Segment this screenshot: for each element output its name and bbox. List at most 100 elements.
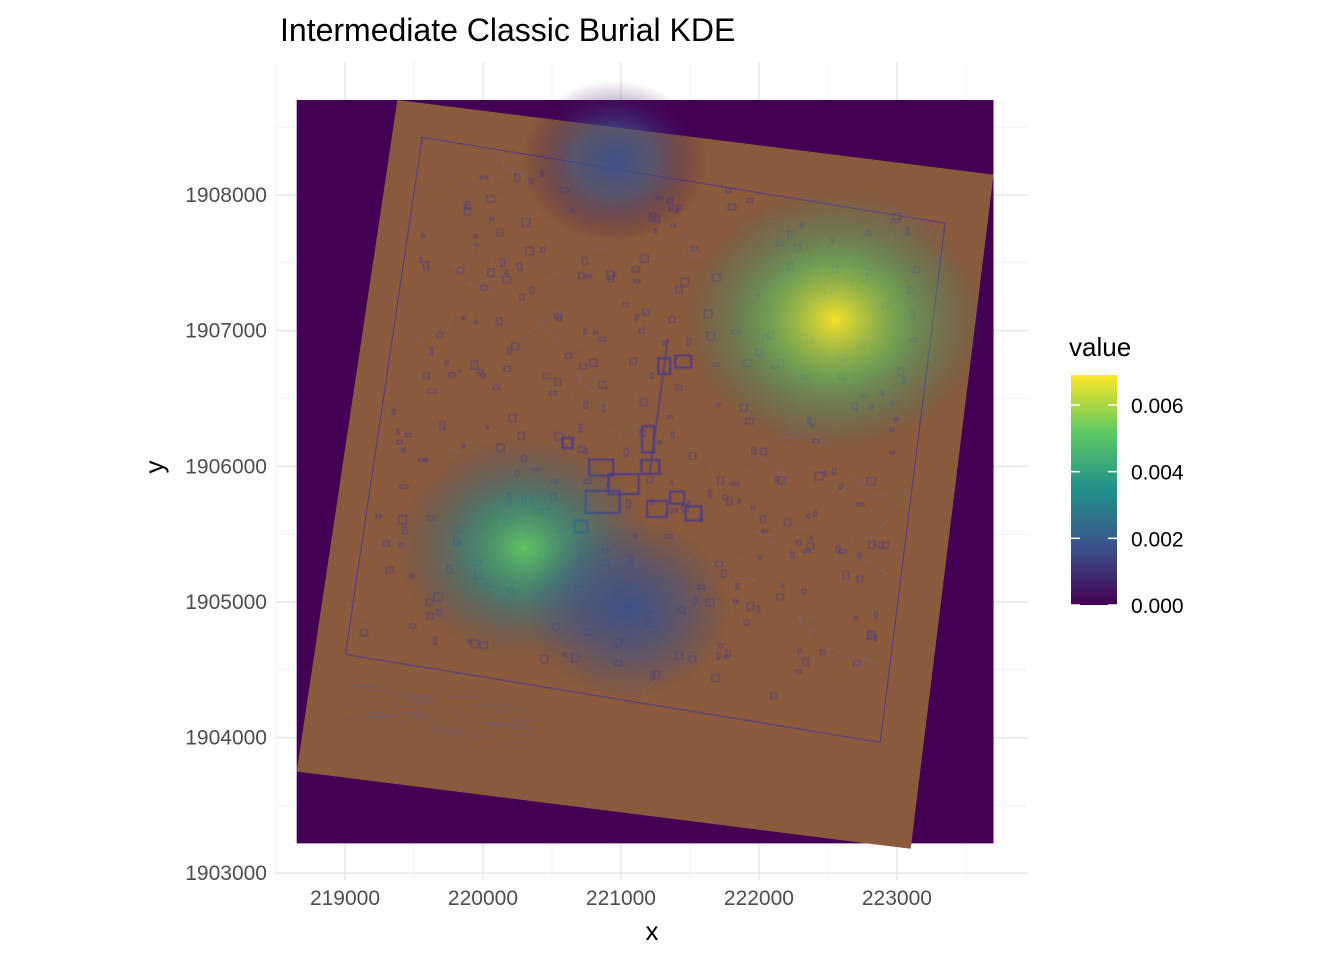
- map-structure: [780, 583, 784, 588]
- map-structure: [521, 218, 531, 227]
- map-structure: [873, 634, 877, 641]
- kde-hotspot: [685, 189, 985, 450]
- map-structure: [399, 484, 409, 489]
- map-structure: [360, 629, 368, 637]
- map-structure: [801, 588, 807, 595]
- map-structure: [649, 372, 654, 379]
- map-structure: [857, 553, 862, 559]
- map-structure: [474, 319, 478, 325]
- map-contour: [535, 307, 570, 339]
- map-structure: [776, 593, 784, 601]
- y-tick-label: 1908000: [185, 184, 267, 207]
- map-structure: [464, 201, 471, 210]
- map-structure: [385, 567, 394, 573]
- map-structure: [746, 602, 754, 611]
- map-structure: [640, 254, 649, 263]
- map-structure: [676, 385, 683, 391]
- map-structure: [461, 443, 466, 449]
- map-structure: [790, 551, 795, 559]
- map-structure: [856, 502, 865, 506]
- map-structure: [392, 408, 396, 415]
- map-structure: [690, 246, 698, 252]
- map-structure: [854, 616, 858, 620]
- map-structure: [839, 483, 843, 490]
- map-structure: [723, 654, 729, 659]
- map-contour: [559, 425, 622, 440]
- map-contour: [448, 261, 473, 287]
- map-contour: [744, 459, 787, 486]
- map-contour: [644, 234, 690, 260]
- legend-ticks: 0.000 0.002 0.004 0.006: [1071, 395, 1184, 618]
- map-contour: [555, 372, 602, 410]
- map-structure: [461, 316, 466, 320]
- map-structure: [578, 272, 585, 280]
- x-axis-ticks: 219000 220000 221000 222000 223000: [310, 887, 932, 910]
- map-contour: [824, 642, 878, 668]
- map-structure: [770, 692, 778, 699]
- map-structure: [554, 432, 563, 441]
- map-contour: [415, 314, 454, 358]
- map-contour: [680, 238, 710, 265]
- map-structure: [457, 369, 462, 373]
- map-structure: [835, 545, 841, 553]
- map-structure: [725, 187, 731, 194]
- map-structure: [820, 649, 825, 655]
- map-structure: [502, 275, 512, 284]
- map-contour: [439, 439, 493, 468]
- map-structure: [593, 330, 599, 334]
- map-contour: [433, 176, 504, 195]
- y-tick-label: 1904000: [185, 727, 267, 750]
- map-neatline: [344, 136, 946, 743]
- map-structure: [635, 314, 640, 321]
- map-structure: [445, 360, 449, 366]
- map-structure: [744, 620, 750, 626]
- map-structure: [814, 471, 824, 481]
- map-site-complex: [657, 357, 672, 376]
- kde-density-overlay: [396, 80, 985, 698]
- x-tick-label: 222000: [724, 887, 794, 910]
- map-structure: [809, 535, 813, 540]
- map-structure: [500, 257, 506, 267]
- map-structure: [487, 268, 495, 277]
- map-structure: [496, 228, 504, 237]
- map-structure: [746, 198, 754, 203]
- map-site-complex: [668, 490, 686, 505]
- map-structure: [778, 476, 786, 485]
- map-structure: [480, 373, 487, 378]
- map-structure: [396, 428, 400, 435]
- map-structure: [477, 369, 484, 374]
- map-site-complex: [674, 354, 693, 369]
- map-structure: [680, 277, 689, 287]
- y-tick-label: 1907000: [185, 320, 267, 343]
- map-contour: [515, 263, 592, 285]
- map-structure: [581, 256, 588, 266]
- map-structure: [797, 648, 801, 654]
- map-contour: [617, 421, 668, 461]
- map-structure: [554, 378, 562, 387]
- map-structure: [669, 508, 678, 513]
- map-structure: [525, 246, 534, 256]
- map-structure: [756, 605, 760, 613]
- map-contour: [837, 475, 877, 496]
- map-structure: [602, 404, 606, 413]
- map-structure: [540, 247, 546, 253]
- map-structure: [717, 652, 721, 661]
- map-structure: [711, 673, 720, 682]
- map-structure: [409, 623, 416, 629]
- map-structure: [579, 363, 588, 370]
- map-structure: [401, 448, 406, 453]
- map-structure: [473, 234, 478, 239]
- map-structure: [382, 540, 390, 547]
- map-structure: [882, 541, 889, 550]
- map-contour: [513, 318, 585, 350]
- map-contour: [539, 247, 620, 281]
- map-contour: [697, 529, 780, 566]
- map-structure: [735, 582, 739, 590]
- x-tick-label: 223000: [862, 887, 932, 910]
- map-structure: [758, 555, 762, 560]
- legend-label: 0.006: [1131, 395, 1184, 418]
- map-structure: [507, 346, 512, 355]
- kde-hotspot: [525, 519, 731, 698]
- map-structure: [457, 267, 464, 274]
